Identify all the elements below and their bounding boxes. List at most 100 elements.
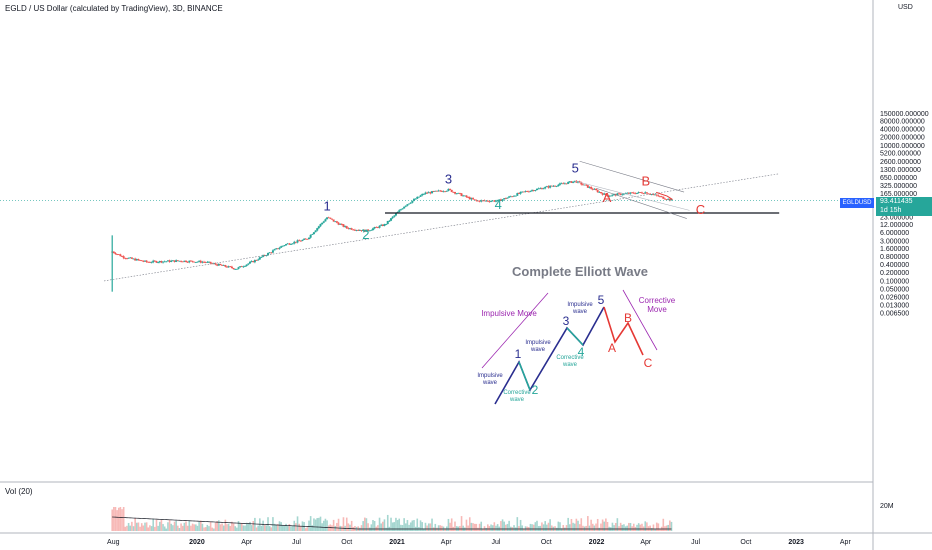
candle-body bbox=[437, 190, 440, 192]
volume-bar bbox=[669, 520, 671, 531]
candle-body bbox=[565, 183, 568, 185]
candle-body bbox=[432, 191, 435, 192]
candle-body bbox=[398, 210, 401, 213]
candle-body bbox=[162, 261, 165, 263]
volume-bar bbox=[562, 525, 565, 531]
candle-body bbox=[409, 202, 412, 204]
candle-body bbox=[599, 192, 602, 194]
candle-body bbox=[206, 261, 209, 263]
candle-body bbox=[572, 181, 575, 183]
candle-body bbox=[150, 262, 153, 264]
volume-bar bbox=[575, 518, 578, 531]
candle-body bbox=[347, 228, 350, 229]
candle-body bbox=[498, 199, 501, 201]
volume-bar bbox=[273, 523, 276, 531]
volume-bar bbox=[424, 522, 427, 531]
volume-bar bbox=[132, 526, 135, 531]
x-tick-label: Jul bbox=[691, 539, 700, 546]
candle-body bbox=[268, 252, 271, 254]
volume-bar bbox=[423, 528, 425, 531]
y-tick-label: 0.200000 bbox=[880, 270, 909, 277]
candle-body bbox=[119, 254, 122, 257]
volume-bar bbox=[378, 517, 381, 531]
candle-body bbox=[327, 217, 330, 219]
volume-bar bbox=[244, 525, 246, 531]
y-tick-label: 165.000000 bbox=[880, 191, 917, 198]
candle-body bbox=[522, 191, 525, 193]
volume-bar bbox=[314, 519, 317, 531]
candle-body bbox=[557, 184, 560, 187]
candle-body bbox=[185, 260, 188, 262]
volume-bar bbox=[505, 524, 507, 531]
candle-body bbox=[170, 260, 173, 262]
candle-body bbox=[142, 261, 145, 262]
candle-body bbox=[627, 192, 630, 194]
candle-body bbox=[568, 181, 571, 183]
candle-body bbox=[235, 268, 238, 270]
candle-body bbox=[280, 246, 283, 248]
candle-body bbox=[455, 193, 458, 195]
volume-bar bbox=[404, 523, 407, 531]
volume-bar bbox=[140, 523, 143, 531]
candle-body bbox=[293, 241, 296, 244]
volume-bar bbox=[667, 524, 670, 531]
volume-bar bbox=[114, 507, 117, 531]
volume-bar bbox=[152, 519, 155, 531]
candle-body bbox=[524, 191, 527, 192]
candle-body bbox=[373, 227, 376, 229]
candle-body bbox=[468, 197, 471, 200]
candle-body bbox=[255, 260, 258, 261]
candle-body bbox=[285, 244, 288, 246]
symbol-tag: EGLDUSD bbox=[840, 198, 874, 208]
candle-body bbox=[476, 200, 479, 202]
candle-body bbox=[608, 195, 611, 197]
volume-bar bbox=[345, 517, 348, 531]
volume-bar bbox=[621, 524, 624, 531]
volume-bar bbox=[263, 524, 266, 531]
candle-body bbox=[237, 267, 240, 269]
volume-bar bbox=[247, 523, 250, 531]
y-tick-label: 0.400000 bbox=[880, 262, 909, 269]
candle-body bbox=[352, 229, 355, 231]
volume-bar bbox=[580, 518, 583, 531]
volume-bar bbox=[628, 522, 630, 531]
volume-bar bbox=[165, 528, 168, 531]
volume-bar bbox=[390, 517, 392, 531]
candle-body bbox=[399, 209, 402, 211]
volume-bar bbox=[377, 525, 379, 531]
volume-bar bbox=[199, 520, 202, 531]
volume-bar bbox=[544, 521, 546, 531]
volume-bar bbox=[252, 521, 255, 531]
volume-bar bbox=[127, 522, 130, 531]
candle-body bbox=[596, 190, 599, 193]
candle-body bbox=[271, 250, 274, 253]
y-tick-label: 5200.000000 bbox=[880, 151, 921, 158]
wave-label-b: B bbox=[641, 174, 650, 189]
candle-body bbox=[262, 255, 265, 257]
diagram-number-1: 1 bbox=[515, 347, 522, 361]
candle-body bbox=[316, 228, 319, 231]
candle-body bbox=[129, 257, 132, 259]
volume-bar bbox=[373, 521, 376, 531]
volume-bar bbox=[459, 525, 461, 531]
candle-body bbox=[491, 200, 494, 202]
volume-bar bbox=[163, 526, 166, 531]
volume-bar bbox=[185, 521, 187, 531]
volume-bar bbox=[319, 516, 322, 531]
x-tick-label: Jul bbox=[492, 539, 501, 546]
candle-body bbox=[611, 194, 614, 196]
volume-bar bbox=[559, 522, 561, 531]
volume-bar bbox=[411, 520, 414, 531]
candle-body bbox=[370, 229, 373, 231]
volume-bar bbox=[401, 525, 404, 531]
candle-body bbox=[134, 258, 137, 261]
volume-bar bbox=[644, 521, 647, 531]
candle-body bbox=[273, 249, 276, 251]
candle-body bbox=[619, 193, 622, 195]
elliott-wave-diagram: 1 2 3 4 5 A B C Impulsive Move Corrective Move Impu… bbox=[477, 289, 676, 405]
candle-body bbox=[232, 268, 235, 270]
candle-body bbox=[173, 260, 176, 262]
volume-bar bbox=[662, 518, 665, 531]
volume-bar bbox=[596, 518, 599, 531]
candle-body bbox=[444, 191, 447, 193]
